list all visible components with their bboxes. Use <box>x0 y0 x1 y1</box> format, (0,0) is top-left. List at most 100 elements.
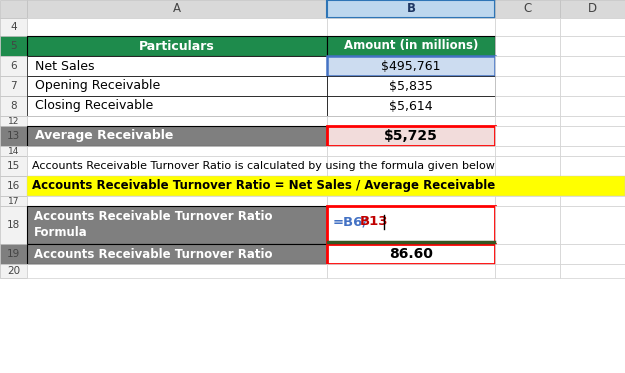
Bar <box>327 196 495 206</box>
Bar <box>27 126 327 146</box>
Bar <box>27 18 327 36</box>
Bar <box>495 146 560 156</box>
Bar <box>495 206 560 244</box>
Bar <box>27 176 625 196</box>
Bar <box>27 76 327 96</box>
Text: Amount (in millions): Amount (in millions) <box>344 40 478 53</box>
Text: 8: 8 <box>10 101 17 111</box>
Text: C: C <box>523 3 532 16</box>
Bar <box>560 116 625 126</box>
Bar <box>27 96 327 116</box>
Text: Closing Receivable: Closing Receivable <box>35 100 153 113</box>
Text: Average Receivable: Average Receivable <box>35 129 173 142</box>
Text: =B6/: =B6/ <box>333 216 368 228</box>
Bar <box>0 0 27 18</box>
Bar <box>560 156 625 176</box>
Text: Accounts Receivable Turnover Ratio = Net Sales / Average Receivable: Accounts Receivable Turnover Ratio = Net… <box>32 179 495 192</box>
Bar <box>0 96 27 116</box>
Bar <box>27 244 327 264</box>
Text: 19: 19 <box>7 249 20 259</box>
Bar <box>0 76 27 96</box>
Bar <box>0 146 27 156</box>
Bar <box>327 96 495 116</box>
Bar <box>327 156 495 176</box>
Text: 7: 7 <box>10 81 17 91</box>
Bar <box>495 56 560 76</box>
Text: 4: 4 <box>10 22 17 32</box>
Text: 16: 16 <box>7 181 20 191</box>
Bar <box>495 196 560 206</box>
Bar <box>27 146 327 156</box>
Bar <box>0 196 27 206</box>
Bar <box>327 146 495 156</box>
Text: Opening Receivable: Opening Receivable <box>35 79 160 93</box>
Bar <box>27 0 327 18</box>
Bar <box>560 244 625 264</box>
Bar <box>495 244 560 264</box>
Text: $5,614: $5,614 <box>389 100 432 113</box>
Bar <box>560 18 625 36</box>
Bar <box>495 36 560 56</box>
Text: Accounts Receivable Turnover Ratio: Accounts Receivable Turnover Ratio <box>34 248 272 260</box>
Text: Formula: Formula <box>34 226 88 239</box>
Bar <box>327 56 495 76</box>
Text: 13: 13 <box>7 131 20 141</box>
Bar <box>327 18 495 36</box>
Bar <box>560 196 625 206</box>
Bar <box>0 36 27 56</box>
Text: 6: 6 <box>10 61 17 71</box>
Bar <box>327 244 495 264</box>
Bar <box>560 56 625 76</box>
Bar <box>0 206 27 244</box>
Bar <box>27 56 327 76</box>
Bar <box>27 156 327 176</box>
Bar <box>0 56 27 76</box>
Text: B: B <box>406 3 416 16</box>
Bar <box>0 176 27 196</box>
Bar <box>327 0 495 18</box>
Bar <box>27 116 327 126</box>
Text: Accounts Receivable Turnover Ratio: Accounts Receivable Turnover Ratio <box>34 210 272 223</box>
Bar <box>560 76 625 96</box>
Bar <box>0 244 27 264</box>
Bar <box>27 264 327 278</box>
Bar <box>495 76 560 96</box>
Bar <box>0 156 27 176</box>
Bar <box>495 0 560 18</box>
Bar <box>0 116 27 126</box>
Bar <box>560 146 625 156</box>
Text: 5: 5 <box>10 41 17 51</box>
Text: 86.60: 86.60 <box>389 247 433 261</box>
Bar <box>495 156 560 176</box>
Text: D: D <box>588 3 597 16</box>
Bar <box>495 126 560 146</box>
Bar <box>495 116 560 126</box>
Bar <box>560 96 625 116</box>
Text: 15: 15 <box>7 161 20 171</box>
Bar <box>495 264 560 278</box>
Bar <box>327 206 495 244</box>
Bar <box>0 264 27 278</box>
Bar <box>327 264 495 278</box>
Text: 12: 12 <box>8 116 19 125</box>
Text: $5,835: $5,835 <box>389 79 433 93</box>
Text: A: A <box>173 3 181 16</box>
Bar <box>560 264 625 278</box>
Bar <box>327 36 495 56</box>
Text: 18: 18 <box>7 220 20 230</box>
Bar <box>0 18 27 36</box>
Bar <box>560 206 625 244</box>
Text: 17: 17 <box>8 197 19 206</box>
Text: $495,761: $495,761 <box>381 60 441 72</box>
Bar <box>560 36 625 56</box>
Bar <box>0 126 27 146</box>
Bar <box>495 96 560 116</box>
Bar <box>27 196 327 206</box>
Text: Particulars: Particulars <box>139 40 215 53</box>
Text: 20: 20 <box>7 266 20 276</box>
Bar <box>27 36 327 56</box>
Bar <box>560 0 625 18</box>
Text: B13: B13 <box>360 216 389 228</box>
Text: Net Sales: Net Sales <box>35 60 94 72</box>
Bar <box>495 18 560 36</box>
